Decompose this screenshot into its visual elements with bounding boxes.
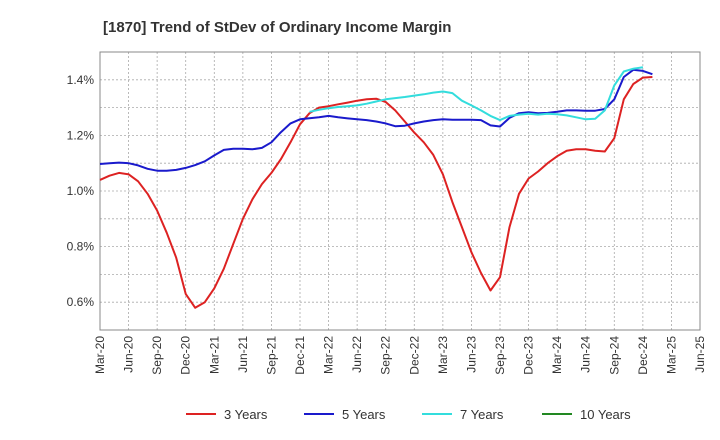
x-tick-label: Sep-23	[493, 336, 507, 375]
y-tick-label: 0.8%	[67, 240, 95, 254]
y-axis: 0.6% 0.8% 1.0% 1.2% 1.4%	[67, 73, 95, 309]
y-tick-label: 1.0%	[67, 184, 95, 198]
x-tick-label: Sep-24	[607, 336, 621, 375]
x-tick-label: Mar-25	[664, 336, 678, 374]
x-tick-label: Mar-24	[550, 336, 564, 374]
series-line-3-years	[99, 76, 653, 309]
series-line-5-years	[99, 68, 653, 172]
legend-label: 3 Years	[224, 407, 268, 422]
x-tick-label: Dec-24	[636, 336, 650, 375]
x-tick-label: Jun-22	[350, 336, 364, 373]
y-tick-label: 1.2%	[67, 128, 95, 142]
y-tick-label: 0.6%	[67, 295, 95, 309]
x-tick-label: Sep-20	[150, 336, 164, 375]
legend-label: 5 Years	[342, 407, 386, 422]
grid	[99, 51, 701, 331]
x-tick-label: Dec-23	[522, 336, 536, 375]
series-lines	[99, 66, 653, 309]
x-tick-label: Dec-22	[407, 336, 421, 375]
chart-title: [1870] Trend of StDev of Ordinary Income…	[103, 19, 451, 36]
x-tick-label: Jun-23	[464, 336, 478, 373]
y-tick-label: 1.4%	[67, 73, 95, 87]
x-tick-label: Jun-25	[693, 336, 707, 373]
x-tick-label: Sep-22	[379, 336, 393, 375]
x-tick-label: Mar-21	[207, 336, 221, 374]
x-tick-label: Dec-21	[293, 336, 307, 375]
series-line-7-years	[309, 66, 644, 122]
plot-area-frame	[99, 51, 701, 331]
x-tick-label: Jun-21	[236, 336, 250, 373]
x-tick-label: Mar-23	[436, 336, 450, 374]
legend-label: 7 Years	[460, 407, 504, 422]
x-tick-label: Jun-24	[579, 336, 593, 373]
legend-label: 10 Years	[580, 407, 631, 422]
legend: 3 Years 5 Years 7 Years 10 Years	[186, 407, 631, 422]
x-tick-label: Mar-20	[93, 336, 107, 374]
x-tick-label: Jun-20	[122, 336, 136, 373]
x-tick-label: Sep-21	[264, 336, 278, 375]
x-tick-label: Dec-20	[179, 336, 193, 375]
x-axis: Mar-20 Jun-20 Sep-20 Dec-20 Mar-21 Jun-21 Sep-…	[93, 336, 707, 375]
x-tick-label: Mar-22	[322, 336, 336, 374]
